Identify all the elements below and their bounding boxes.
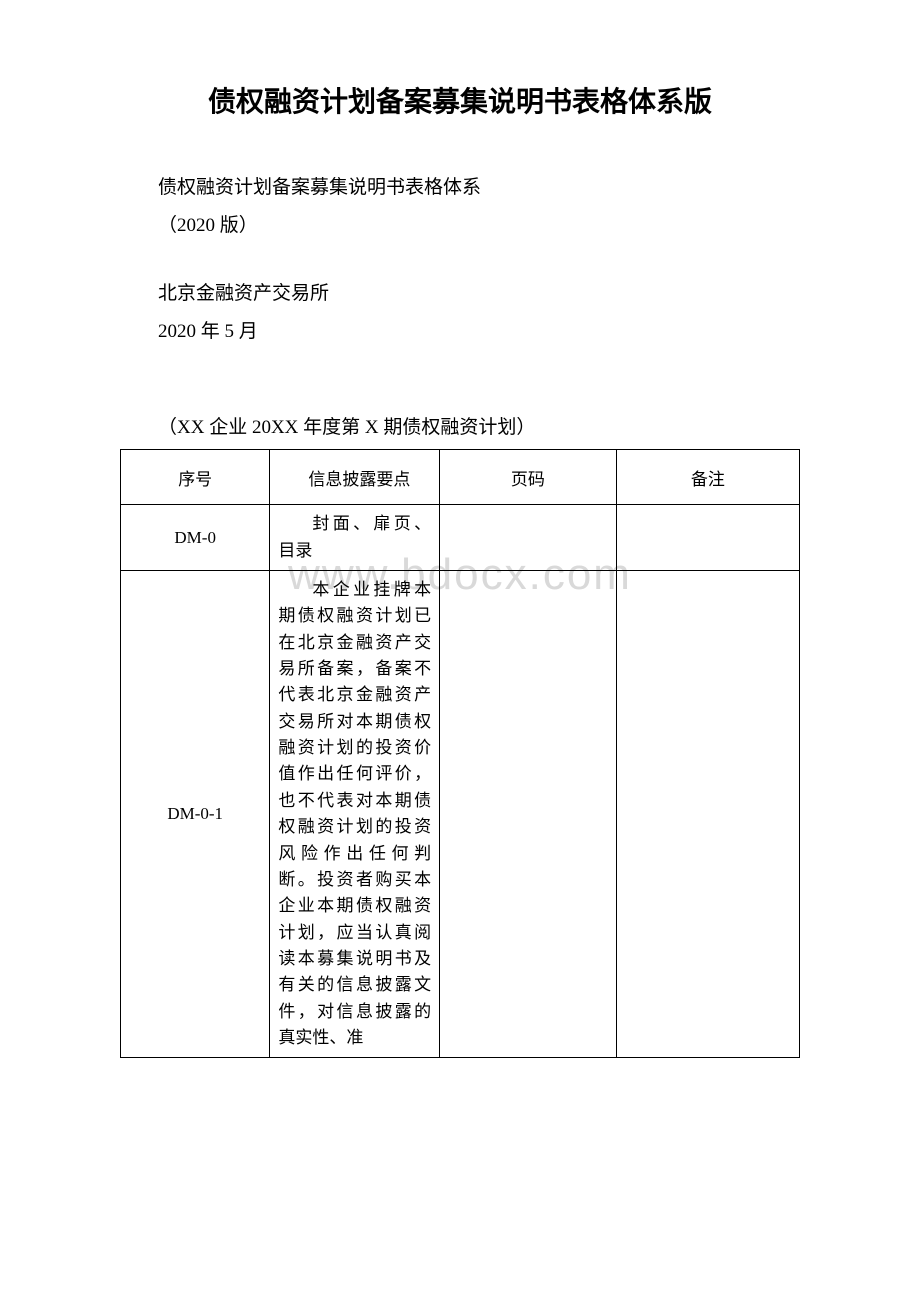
document-date: 2020 年 5 月 <box>120 314 800 350</box>
document-version: （2020 版） <box>120 208 800 244</box>
document-subtitle: 债权融资计划备案募集说明书表格体系 <box>120 170 800 206</box>
header-notes: 备注 <box>616 450 799 505</box>
cell-info: 本企业挂牌本期债权融资计划已在北京金融资产交易所备案，备案不代表北京金融资产交易… <box>270 571 440 1058</box>
disclosure-table: 序号 信息披露要点 页码 备注 DM-0 封面、扉页、目录 DM-0-1 本企业… <box>120 449 800 1058</box>
table-row: DM-0 封面、扉页、目录 <box>121 505 800 571</box>
document-publisher: 北京金融资产交易所 <box>120 276 800 312</box>
cell-seq: DM-0 <box>121 505 270 571</box>
cell-info: 封面、扉页、目录 <box>270 505 440 571</box>
cell-notes <box>616 571 799 1058</box>
cell-seq: DM-0-1 <box>121 571 270 1058</box>
header-page: 页码 <box>440 450 617 505</box>
table-title: （XX 企业 20XX 年度第 X 期债权融资计划） <box>120 412 800 439</box>
header-info: 信息披露要点 <box>270 450 440 505</box>
cell-page <box>440 571 617 1058</box>
cell-page <box>440 505 617 571</box>
table-row: DM-0-1 本企业挂牌本期债权融资计划已在北京金融资产交易所备案，备案不代表北… <box>121 571 800 1058</box>
document-title: 债权融资计划备案募集说明书表格体系版 <box>120 80 800 120</box>
cell-notes <box>616 505 799 571</box>
header-seq: 序号 <box>121 450 270 505</box>
table-header-row: 序号 信息披露要点 页码 备注 <box>121 450 800 505</box>
